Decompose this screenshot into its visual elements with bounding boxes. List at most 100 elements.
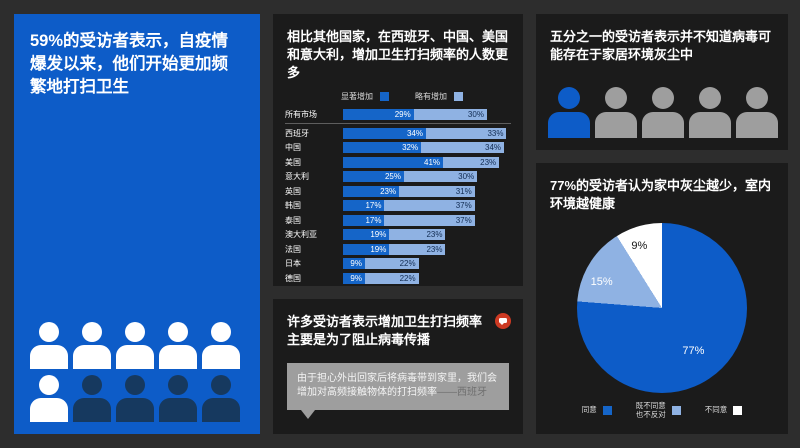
- bar-category-label: 美国: [285, 157, 301, 167]
- legend-label: 略有增加: [415, 91, 447, 101]
- bar-row: 中国 32% 34%: [285, 141, 511, 154]
- person-icon: [116, 322, 154, 369]
- person-body: [30, 345, 68, 369]
- bar-segment: 23%: [443, 156, 500, 168]
- bar-row: 澳大利亚 19% 23%: [285, 228, 511, 241]
- bar-segment: 31%: [399, 185, 475, 197]
- person-icon: [116, 375, 154, 422]
- panel-bar-chart: 相比其他国家，在西班牙、中国、美国和意大利，增加卫生打扫频率的人数更多 显著增加…: [273, 14, 523, 286]
- pie-value-label: 77%: [682, 345, 705, 358]
- person-head: [699, 87, 721, 109]
- bar-segment: 9%: [343, 272, 365, 284]
- bar-segment: 34%: [421, 142, 505, 154]
- bar-track: 32% 34%: [343, 142, 505, 154]
- pie-chart-title: 77%的受访者认为家中灰尘越少，室内环境越健康: [550, 178, 772, 211]
- person-icon: [73, 322, 111, 369]
- person-body: [30, 398, 68, 422]
- pie-value-label: 15%: [590, 275, 613, 288]
- speech-bubble-icon: [495, 313, 511, 329]
- panel-pie-chart: 77%的受访者认为家中灰尘越少，室内环境越健康 77% 15% 9% 同意 既不同意…: [536, 163, 788, 434]
- bar-category-label: 法国: [285, 244, 301, 254]
- bar-segment: 17%: [343, 214, 385, 226]
- panel-left-headline: 59%的受访者表示，自疫情爆发以来，他们开始更加频繁地打扫卫生: [14, 14, 260, 434]
- bar-category-label: 所有市场: [285, 109, 317, 119]
- person-head: [39, 322, 59, 342]
- person-body: [73, 345, 111, 369]
- legend-swatch-primary-icon: [380, 91, 389, 101]
- person-head: [125, 375, 145, 395]
- bar-chart-title: 相比其他国家，在西班牙、中国、美国和意大利，增加卫生打扫频率的人数更多: [287, 29, 509, 80]
- bar-segment: 29%: [343, 108, 414, 120]
- person-head: [125, 322, 145, 342]
- bar-track: 17% 37%: [343, 214, 475, 226]
- bar-segment: 37%: [384, 200, 475, 212]
- legend-swatch-disagree-icon: [733, 405, 743, 415]
- bar-track: 9% 22%: [343, 258, 419, 270]
- person-body: [116, 398, 154, 422]
- bar-segment: 22%: [364, 272, 419, 284]
- person-body: [116, 345, 154, 369]
- bar-row: 所有市场 29% 30%: [285, 108, 511, 121]
- person-icon: [30, 322, 68, 369]
- person-body: [642, 112, 684, 138]
- right-people-row: [548, 87, 778, 138]
- person-head: [82, 375, 102, 395]
- person-body: [73, 398, 111, 422]
- person-body: [159, 345, 197, 369]
- bar-segment: 30%: [413, 108, 487, 120]
- quote-panel-title: 许多受访者表示增加卫生打扫频率主要是为了阻止病毒传播: [287, 314, 483, 347]
- bar-segment: 19%: [343, 229, 390, 241]
- person-icon: [642, 87, 684, 138]
- pie-chart: 77% 15% 9%: [577, 222, 747, 393]
- bar-row: 日本 9% 22%: [285, 257, 511, 270]
- bar-row: 意大利 25% 30%: [285, 170, 511, 183]
- person-icon: [548, 87, 590, 138]
- middle-column: 相比其他国家，在西班牙、中国、美国和意大利，增加卫生打扫频率的人数更多 显著增加…: [273, 14, 523, 434]
- quote-bubble: 由于担心外出回家后将病毒带到家里，我们会增加对高频接触物体的打扫频率——西班牙: [287, 362, 509, 419]
- quote-attribution: ——西班牙: [437, 387, 487, 399]
- bar-segment: 23%: [343, 185, 400, 197]
- panel-quote: 许多受访者表示增加卫生打扫频率主要是为了阻止病毒传播 由于担心外出回家后将病毒带…: [273, 299, 523, 434]
- bar-segment: 9%: [343, 258, 365, 270]
- bar-track: 25% 30%: [343, 171, 478, 183]
- bar-row: 美国 41% 23%: [285, 156, 511, 169]
- bar-category-label: 泰国: [285, 215, 301, 225]
- person-icon: [73, 375, 111, 422]
- bar-segment: 23%: [389, 243, 446, 255]
- bar-category-label: 西班牙: [285, 128, 309, 138]
- bar-track: 9% 22%: [343, 272, 419, 284]
- person-body: [595, 112, 637, 138]
- bar-segment: 30%: [404, 171, 478, 183]
- person-body: [689, 112, 731, 138]
- bar-track: 17% 37%: [343, 200, 475, 212]
- legend-label: 既不同意 也不反对: [635, 400, 666, 420]
- person-head: [211, 375, 231, 395]
- bar-track: 41% 23%: [343, 156, 500, 168]
- bar-segment: 33%: [425, 127, 507, 139]
- legend-swatch-agree-icon: [602, 405, 612, 415]
- right-column: 五分之一的受访者表示并不知道病毒可能存在于家居环境灰尘中 77%的受访者认为家中…: [536, 14, 788, 434]
- legend-item-disagree: 不同意: [705, 405, 743, 415]
- person-head: [211, 322, 231, 342]
- bar-row: 英国 23% 31%: [285, 185, 511, 198]
- legend-label: 显著增加: [341, 91, 373, 101]
- divider-line: [285, 122, 511, 124]
- person-head: [558, 87, 580, 109]
- left-people-grid: [30, 322, 246, 422]
- person-head: [605, 87, 627, 109]
- bar-category-label: 德国: [285, 273, 301, 283]
- bar-chart-rows: 所有市场 29% 30% 西班牙 34% 33% 中国 32% 34% 美国 41% 23% 意大利 25…: [285, 108, 511, 285]
- person-icon: [202, 375, 240, 422]
- person-head: [168, 375, 188, 395]
- bar-row: 泰国 17% 37%: [285, 214, 511, 227]
- bar-segment: 41%: [343, 156, 444, 168]
- legend-label: 不同意: [704, 405, 728, 415]
- legend-item-neutral: 既不同意 也不反对: [636, 401, 681, 421]
- bar-chart-legend: 显著增加 略有增加: [341, 91, 511, 102]
- legend-swatch-neutral-icon: [671, 405, 681, 415]
- bar-category-label: 韩国: [285, 201, 301, 211]
- person-icon: [159, 322, 197, 369]
- dust-awareness-title: 五分之一的受访者表示并不知道病毒可能存在于家居环境灰尘中: [550, 29, 772, 62]
- legend-label: 同意: [581, 405, 597, 415]
